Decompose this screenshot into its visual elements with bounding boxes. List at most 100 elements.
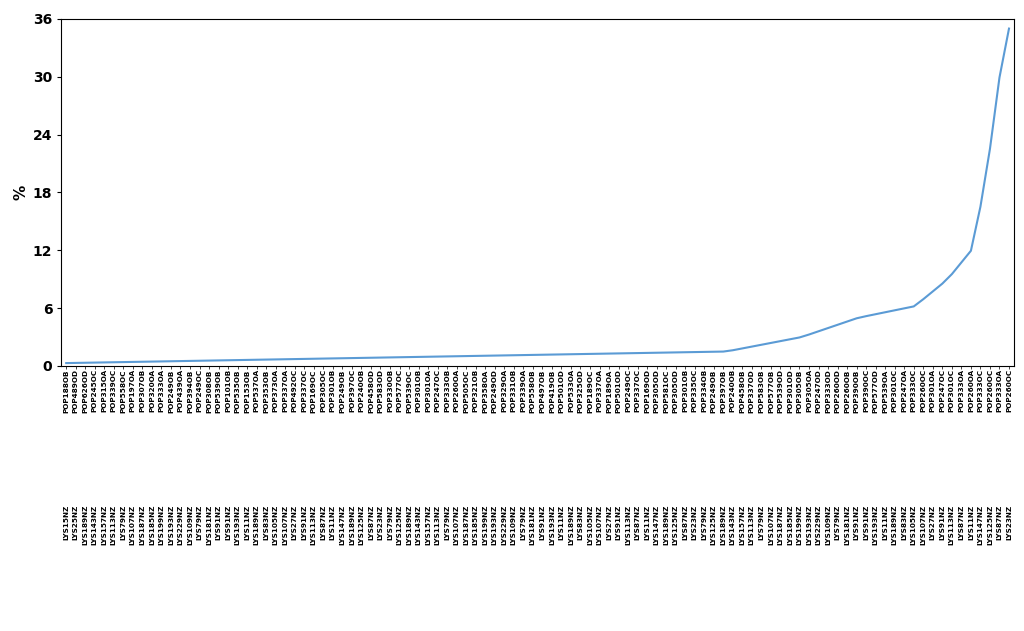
Text: LYS229NZ: LYS229NZ	[502, 505, 507, 545]
Text: POP394OB: POP394OB	[187, 369, 193, 413]
Text: POP492OC: POP492OC	[292, 369, 298, 413]
Text: LYS105NZ: LYS105NZ	[587, 505, 593, 545]
Text: POP390OC: POP390OC	[863, 369, 869, 413]
Text: POP353OB: POP353OB	[263, 369, 269, 413]
Text: LYS147NZ: LYS147NZ	[978, 505, 983, 545]
Text: LYS199NZ: LYS199NZ	[159, 505, 165, 545]
Text: LYS189NZ: LYS189NZ	[254, 505, 260, 545]
Text: LYS87NZ: LYS87NZ	[635, 505, 641, 540]
Text: POP337OA: POP337OA	[597, 369, 602, 412]
Text: POP260OA: POP260OA	[968, 369, 974, 413]
Text: POP337OC: POP337OC	[301, 369, 307, 412]
Text: LYS91NZ: LYS91NZ	[854, 505, 859, 540]
Text: POP458OB: POP458OB	[739, 369, 745, 413]
Text: LYS105NZ: LYS105NZ	[910, 505, 916, 545]
Text: POP308OB: POP308OB	[206, 369, 212, 413]
Text: LYS11NZ: LYS11NZ	[244, 505, 250, 540]
Text: LYS23NZ: LYS23NZ	[378, 505, 383, 540]
Text: POP320OA: POP320OA	[148, 369, 155, 412]
Text: POP169OC: POP169OC	[311, 369, 316, 413]
Text: LYS147NZ: LYS147NZ	[339, 505, 345, 545]
Text: POP249OB: POP249OB	[168, 369, 174, 413]
Text: POP331OB: POP331OB	[511, 369, 517, 413]
Text: LYS157NZ: LYS157NZ	[425, 505, 431, 545]
Text: LYS125NZ: LYS125NZ	[673, 505, 679, 545]
Text: LYS11NZ: LYS11NZ	[558, 505, 564, 540]
Text: POP581OC: POP581OC	[664, 369, 669, 413]
Text: LYS107NZ: LYS107NZ	[768, 505, 774, 545]
Text: LYS193NZ: LYS193NZ	[492, 505, 498, 545]
Text: POP240OB: POP240OB	[730, 369, 736, 413]
Text: LYS87NZ: LYS87NZ	[321, 505, 327, 540]
Text: POP301OC: POP301OC	[892, 369, 898, 412]
Text: LYS193NZ: LYS193NZ	[872, 505, 879, 545]
Text: POP333OA: POP333OA	[159, 369, 165, 412]
Text: LYS189NZ: LYS189NZ	[892, 505, 898, 545]
Text: LYS113NZ: LYS113NZ	[949, 505, 954, 545]
Text: POP577OB: POP577OB	[768, 369, 774, 413]
Text: POP339OA: POP339OA	[520, 369, 526, 413]
Text: LYS143NZ: LYS143NZ	[730, 505, 736, 545]
Text: LYS91NZ: LYS91NZ	[216, 505, 221, 540]
Text: LYS91NZ: LYS91NZ	[301, 505, 307, 540]
Text: LYS193NZ: LYS193NZ	[549, 505, 555, 545]
Text: LYS109NZ: LYS109NZ	[511, 505, 517, 545]
Text: POP189OC: POP189OC	[587, 369, 593, 413]
Text: LYS157NZ: LYS157NZ	[739, 505, 745, 545]
Text: POP339OC: POP339OC	[111, 369, 117, 413]
Text: LYS109NZ: LYS109NZ	[825, 505, 831, 545]
Text: LYS87NZ: LYS87NZ	[958, 505, 965, 540]
Text: LYS23NZ: LYS23NZ	[692, 505, 697, 540]
Text: LYS11NZ: LYS11NZ	[883, 505, 888, 540]
Text: LYS79NZ: LYS79NZ	[520, 505, 526, 540]
Text: POP333OA: POP333OA	[958, 369, 965, 412]
Text: POP333OC: POP333OC	[978, 369, 983, 412]
Text: POP153OB: POP153OB	[244, 369, 250, 413]
Text: POP247OC: POP247OC	[434, 369, 440, 412]
Text: POP333OC: POP333OC	[910, 369, 916, 412]
Text: LYS113NZ: LYS113NZ	[434, 505, 440, 545]
Text: POP249OC: POP249OC	[625, 369, 631, 413]
Text: LYS147NZ: LYS147NZ	[653, 505, 659, 545]
Text: POP321OB: POP321OB	[473, 369, 478, 413]
Text: LYS181NZ: LYS181NZ	[844, 505, 850, 545]
Text: POP329OA: POP329OA	[502, 369, 507, 413]
Text: POP101OB: POP101OB	[225, 369, 231, 413]
Text: POP501OD: POP501OD	[558, 369, 564, 413]
Text: POP247OA: POP247OA	[901, 369, 907, 412]
Text: LYS91NZ: LYS91NZ	[225, 505, 231, 540]
Text: POP188OB: POP188OB	[63, 369, 70, 413]
Text: POP301OB: POP301OB	[330, 369, 336, 413]
Text: LYS187NZ: LYS187NZ	[463, 505, 469, 545]
Text: LYS79NZ: LYS79NZ	[444, 505, 451, 540]
Text: POP325OD: POP325OD	[578, 369, 584, 413]
Text: LYS181NZ: LYS181NZ	[206, 505, 212, 545]
Text: LYS193NZ: LYS193NZ	[168, 505, 174, 545]
Text: POP501OD: POP501OD	[615, 369, 622, 413]
Text: POP397OC: POP397OC	[349, 369, 355, 413]
Text: POP439OA: POP439OA	[177, 369, 183, 413]
Text: POP337OC: POP337OC	[635, 369, 641, 412]
Text: POP333OA: POP333OA	[996, 369, 1002, 412]
Text: POP539OB: POP539OB	[216, 369, 221, 413]
Text: POP169OD: POP169OD	[644, 369, 650, 413]
Text: LYS91NZ: LYS91NZ	[615, 505, 622, 540]
Text: POP260OC: POP260OC	[921, 369, 927, 413]
Text: POP245OC: POP245OC	[92, 369, 97, 413]
Text: LYS109NZ: LYS109NZ	[187, 505, 193, 545]
Text: POP249OC: POP249OC	[197, 369, 203, 413]
Text: LYS27NZ: LYS27NZ	[292, 505, 298, 540]
Text: POP249OB: POP249OB	[339, 369, 345, 413]
Text: LYS87NZ: LYS87NZ	[368, 505, 374, 540]
Text: POP397OB: POP397OB	[720, 369, 726, 413]
Text: POP489OD: POP489OD	[73, 369, 79, 413]
Text: POP390OB: POP390OB	[854, 369, 859, 413]
Text: LYS91NZ: LYS91NZ	[863, 505, 869, 540]
Text: LYS79NZ: LYS79NZ	[121, 505, 126, 540]
Text: POP301OD: POP301OD	[787, 369, 793, 413]
Text: LYS193NZ: LYS193NZ	[806, 505, 812, 545]
Text: POP337OA: POP337OA	[283, 369, 288, 412]
Text: LYS79NZ: LYS79NZ	[835, 505, 841, 540]
Text: POP330OB: POP330OB	[387, 369, 393, 413]
Text: LYS189NZ: LYS189NZ	[664, 505, 669, 545]
